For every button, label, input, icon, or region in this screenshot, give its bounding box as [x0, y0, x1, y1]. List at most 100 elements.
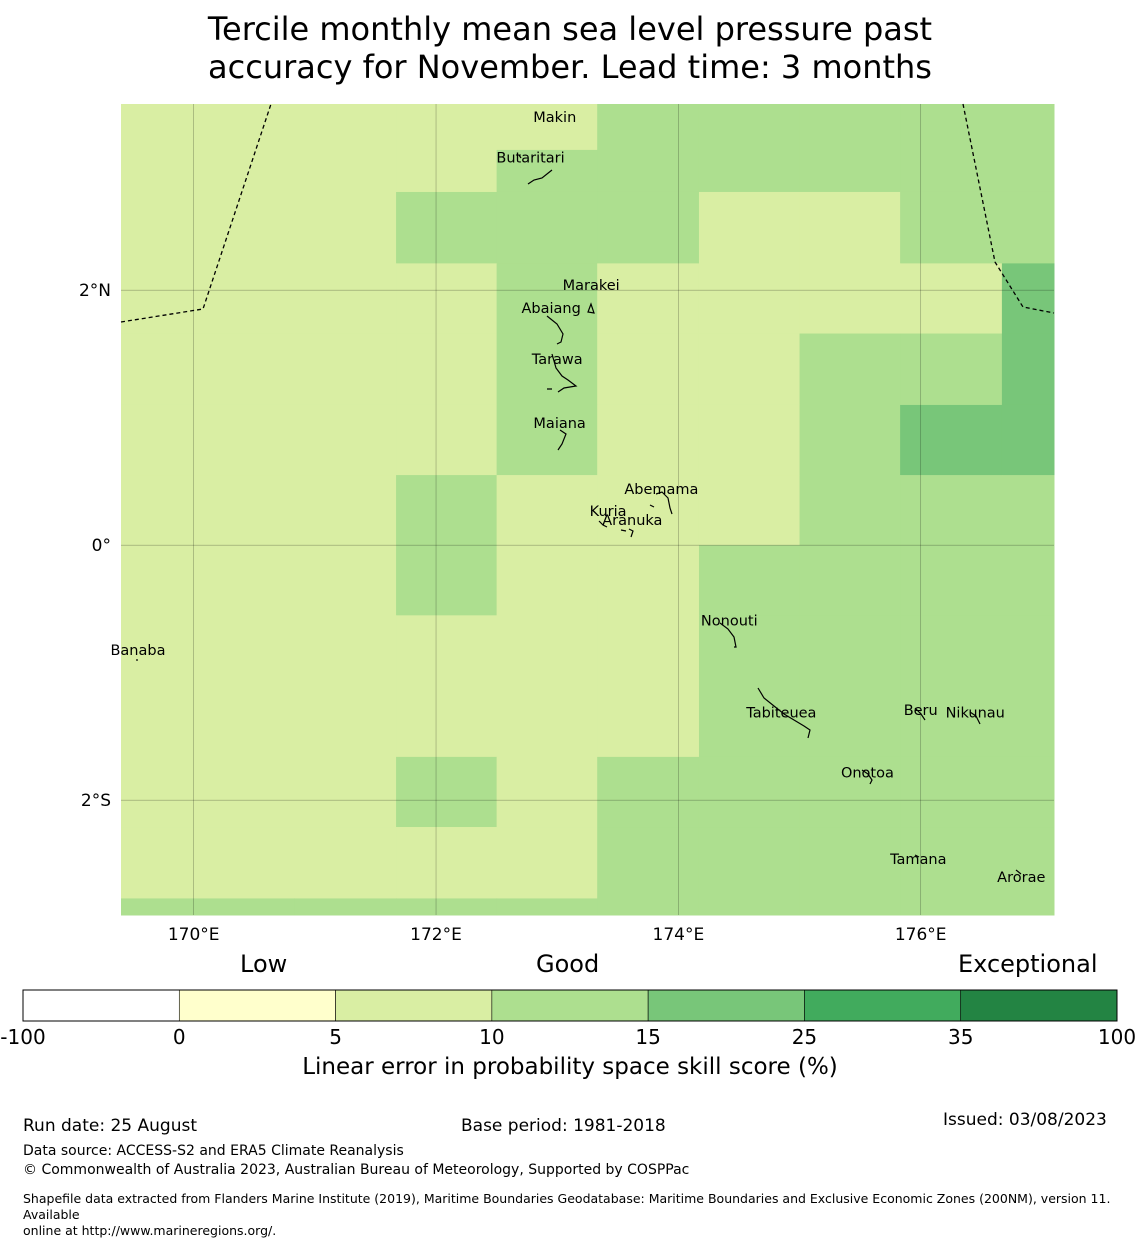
grid-cell [496, 545, 598, 616]
grid-cell [799, 827, 901, 899]
grid-cell [496, 475, 598, 546]
grid-cell [396, 756, 498, 828]
grid-cell [597, 827, 700, 899]
place-label: Nonouti [701, 614, 758, 630]
place-label: Maiana [533, 416, 585, 432]
colorbar-segment [647, 989, 805, 1022]
grid-cell [121, 104, 195, 151]
grid-cell [900, 104, 1003, 151]
place-label: Beru [904, 703, 938, 719]
grid-cell [1001, 191, 1055, 264]
colorbar-tick-label: -100 [0, 1025, 45, 1048]
eez-boundary-east [962, 103, 1055, 314]
grid-cell [396, 149, 498, 193]
grid-cell [900, 333, 1003, 406]
grid-cell [799, 263, 901, 335]
place-label: Abemama [624, 482, 698, 498]
island-tarawa [547, 353, 578, 393]
grid-cell [193, 191, 295, 264]
shapefile-credit-line2: online at http://www.marineregions.org/. [23, 1223, 277, 1238]
grid-cell [396, 263, 498, 335]
grid-cell [496, 149, 598, 193]
axis-tick-labels: 170°E 172°E 174°E 176°E 2°N 0° 2°S [79, 281, 947, 945]
place-label: Makin [533, 110, 576, 126]
graticule [121, 104, 1054, 915]
lon-tick-label: 170°E [168, 925, 220, 945]
base-period: Base period: 1981-2018 [461, 1116, 666, 1136]
grid-cell [1001, 545, 1055, 616]
grid-cell [396, 475, 498, 546]
grid-cell [193, 827, 295, 899]
grid-cell [496, 615, 598, 686]
grid-cell [121, 685, 195, 758]
issued-date: Issued: 03/08/2023 [943, 1110, 1107, 1130]
colorbar-segment [178, 989, 336, 1022]
island-abaiang [546, 315, 564, 345]
grid-cell [121, 191, 195, 264]
grid-cell [121, 827, 195, 899]
grid-cell [799, 149, 901, 193]
lon-tick-label: 176°E [895, 925, 947, 945]
colorbar-segment [22, 989, 180, 1022]
grid-cell [799, 545, 901, 616]
grid-cell [698, 756, 801, 828]
place-label: Butaritari [496, 151, 564, 167]
grid-cell [597, 475, 700, 546]
grid-cell [597, 545, 700, 616]
grid-cell [597, 404, 700, 476]
place-label: Arorae [997, 870, 1045, 886]
grid-cell [1001, 827, 1055, 899]
grid-cell [900, 685, 1003, 758]
island-nonouti [719, 622, 737, 648]
grid-cell [193, 475, 295, 546]
colorbar-tick-label: 25 [792, 1025, 817, 1048]
data-source: Data source: ACCESS-S2 and ERA5 Climate … [23, 1143, 404, 1159]
grid-cell [1001, 685, 1055, 758]
grid-cell [799, 404, 901, 476]
grid-cell [900, 898, 1003, 916]
grid-cell [121, 475, 195, 546]
grid-cell [294, 898, 397, 916]
grid-cell [121, 404, 195, 476]
run-date: Run date: 25 August [23, 1116, 197, 1136]
grid-cell [698, 898, 801, 916]
grid-cell [294, 149, 397, 193]
grid-cell [698, 333, 801, 406]
grid-cell [1001, 475, 1055, 546]
island-aranuka [620, 528, 634, 538]
grid-cell [799, 615, 901, 686]
grid-cell [1001, 333, 1055, 406]
colorbar-segment [491, 989, 649, 1022]
grid-cell [121, 149, 195, 193]
grid-cell [121, 756, 195, 828]
grid-cell [698, 191, 801, 264]
grid-cell [900, 404, 1003, 476]
skill-grid [121, 104, 1055, 916]
colorbar-tick-label: 5 [329, 1025, 342, 1048]
map-title-line1: Tercile monthly mean sea level pressure … [207, 10, 933, 48]
place-label: Kuria [590, 504, 627, 520]
place-label: Aranuka [602, 513, 662, 529]
place-label: Banaba [110, 643, 165, 659]
grid-cell [294, 475, 397, 546]
colorbar-title: Linear error in probability space skill … [302, 1054, 838, 1080]
island-arorae [1015, 869, 1022, 875]
grid-cell [396, 685, 498, 758]
place-label: Abaiang [521, 301, 580, 317]
grid-cell [294, 263, 397, 335]
grid-cell [799, 104, 901, 151]
grid-cell [294, 104, 397, 151]
grid-cell [1001, 756, 1055, 828]
grid-cell [900, 615, 1003, 686]
grid-cell [294, 333, 397, 406]
grid-cell [1001, 263, 1055, 335]
grid-cell [799, 756, 901, 828]
grid-cell [121, 545, 195, 616]
grid-cell [193, 263, 295, 335]
grid-cell [294, 404, 397, 476]
island-tamana [914, 854, 920, 858]
colorbar-segments [22, 989, 1118, 1022]
colorbar-tick-label: 10 [479, 1025, 504, 1048]
place-label: Marakei [563, 278, 620, 294]
grid-cell [294, 615, 397, 686]
